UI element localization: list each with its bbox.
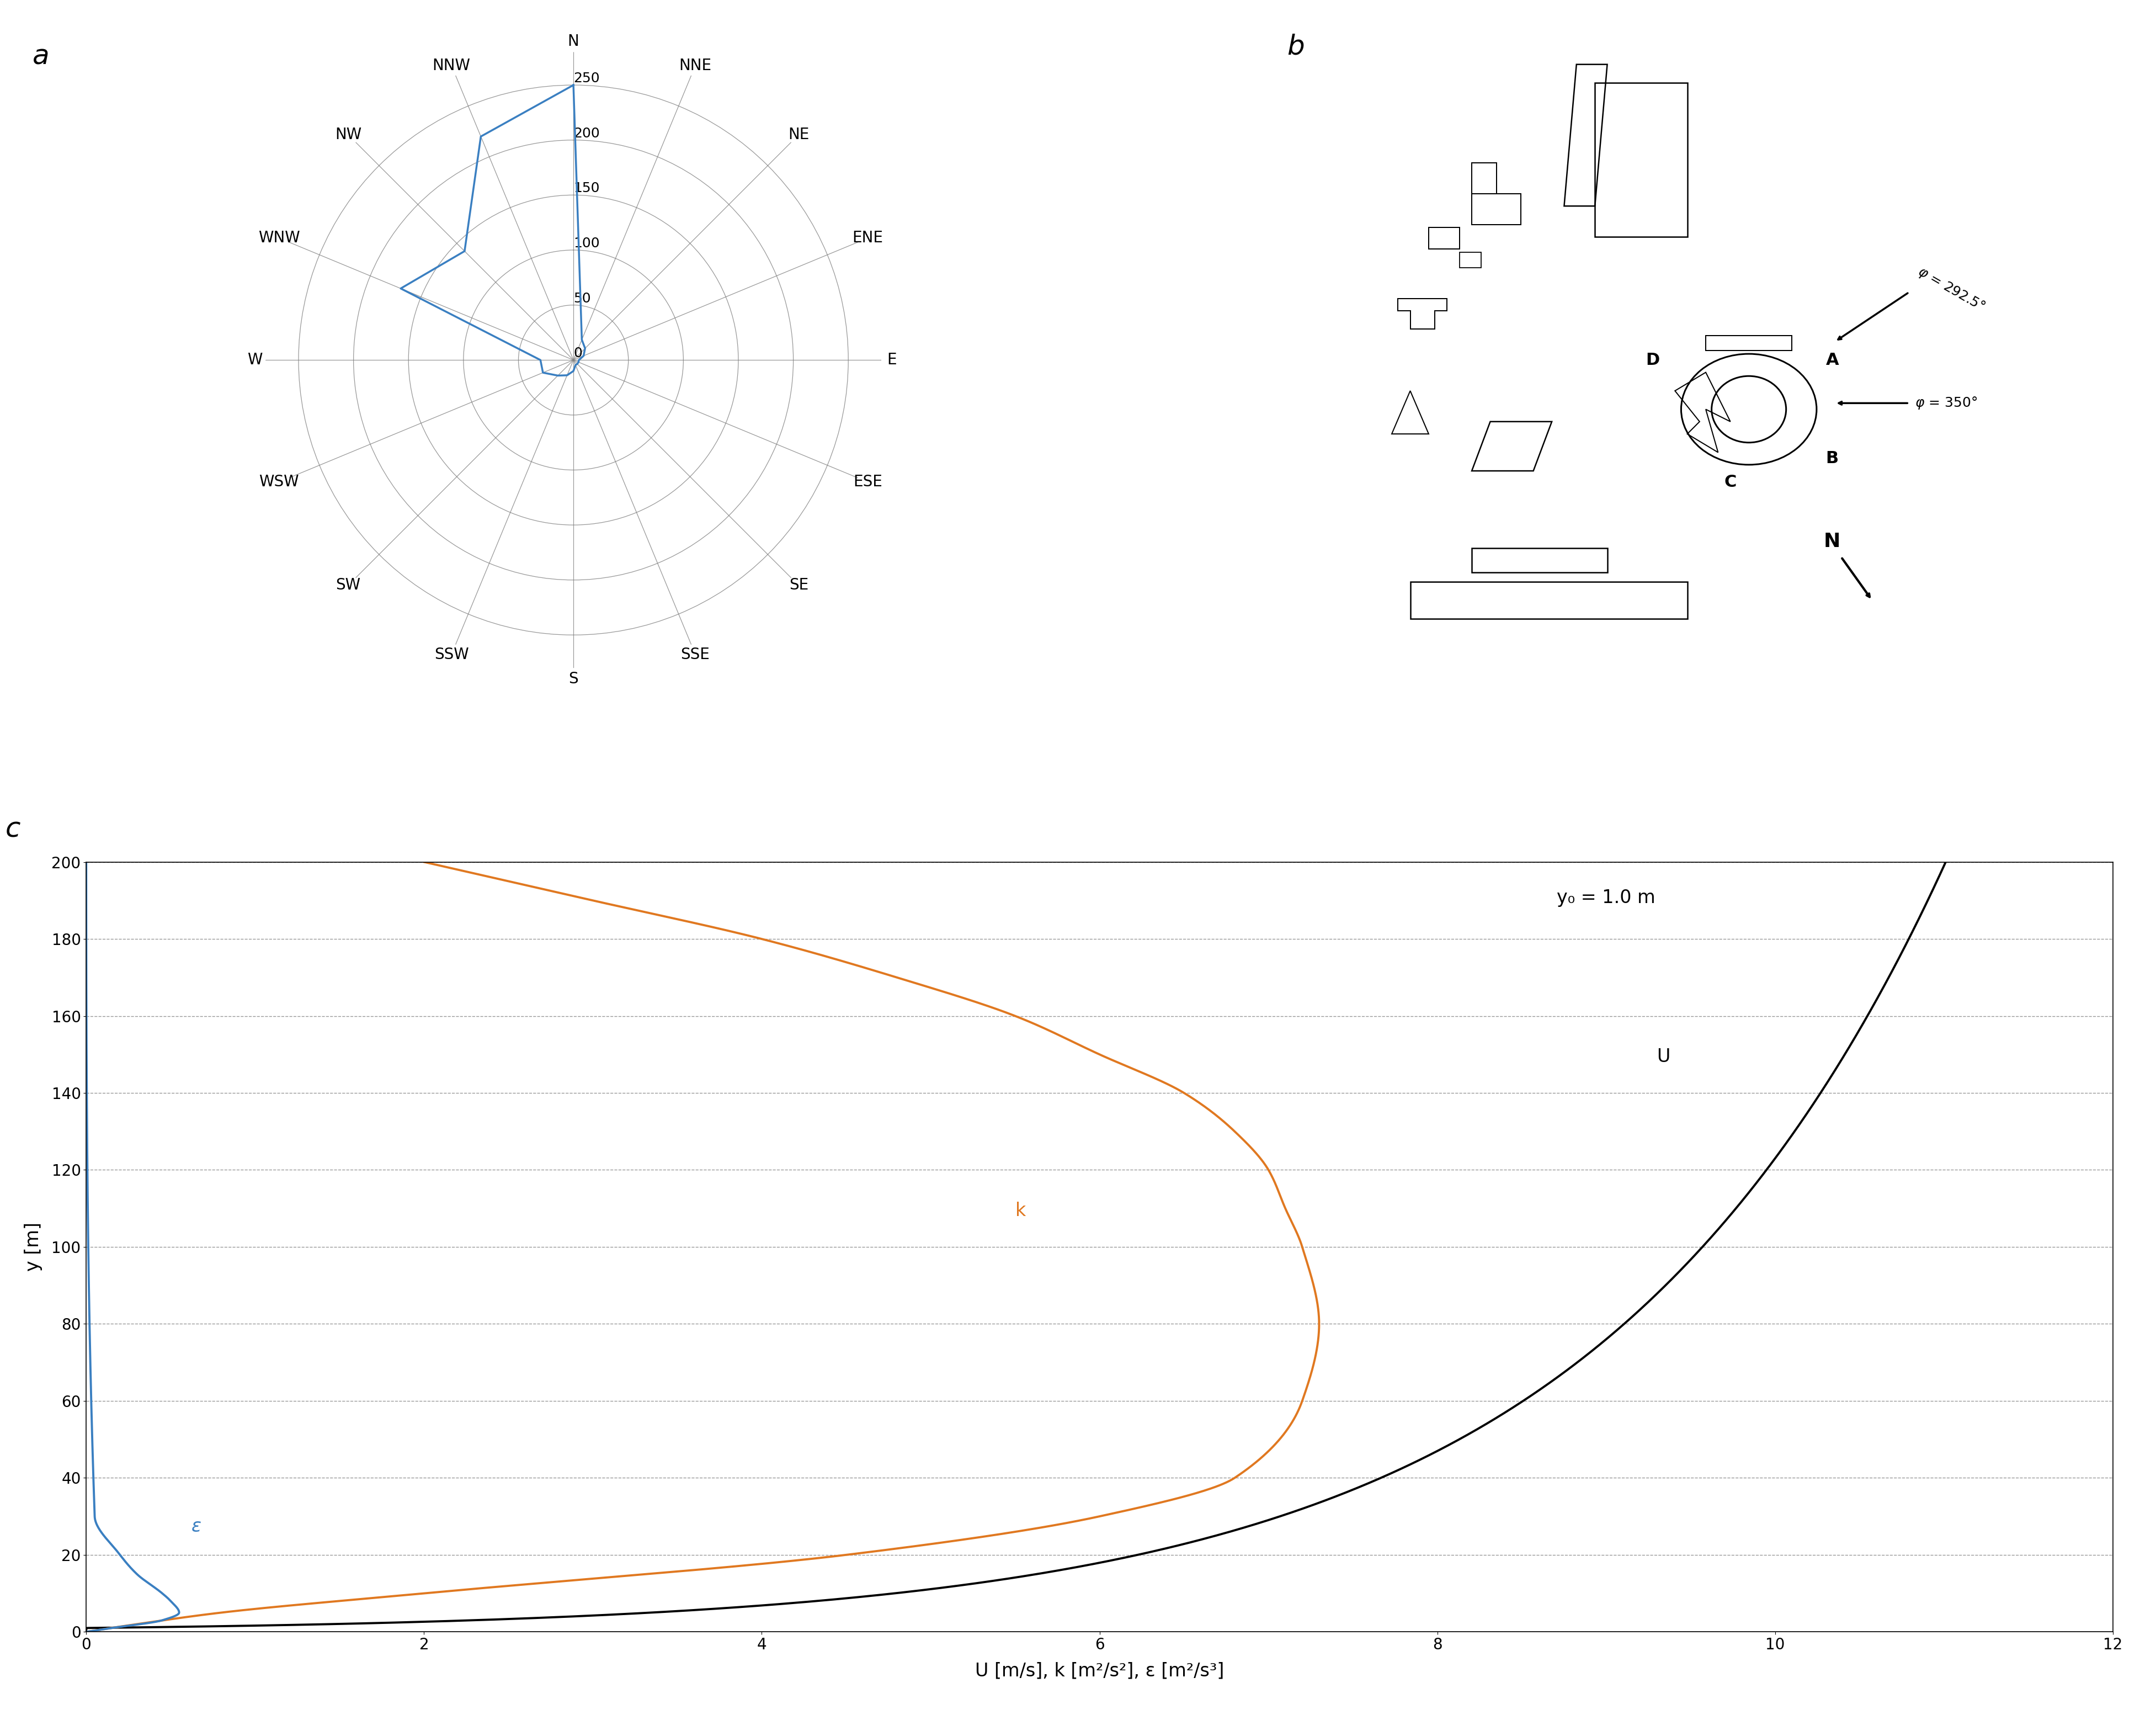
Text: B: B <box>1826 451 1839 467</box>
Wind direction frequency <box>468 127 494 148</box>
Wind direction frequency <box>561 75 586 95</box>
X-axis label: U [m/s], k [m²/s²], ε [m²/s³]: U [m/s], k [m²/s²], ε [m²/s³] <box>975 1661 1225 1680</box>
Wind direction frequency <box>528 349 554 370</box>
Text: $\varphi$ = 292.5°: $\varphi$ = 292.5° <box>1915 264 1988 314</box>
Bar <box>1429 227 1460 250</box>
Bar <box>1473 163 1496 194</box>
Text: U: U <box>1656 1049 1671 1066</box>
Text: c: c <box>4 816 19 842</box>
Wind direction frequency <box>565 352 591 373</box>
Bar <box>1473 194 1520 224</box>
Bar <box>1410 582 1688 618</box>
Wind direction frequency <box>545 365 571 385</box>
Wind direction frequency <box>388 278 414 299</box>
Text: $\varphi$ = 350°: $\varphi$ = 350° <box>1915 396 1977 411</box>
Text: N: N <box>1824 533 1841 550</box>
Bar <box>1473 549 1606 573</box>
Text: A: A <box>1826 352 1839 368</box>
Wind direction frequency <box>451 241 476 262</box>
Wind direction frequency <box>565 354 591 375</box>
Wind direction frequency <box>561 75 586 95</box>
Text: a: a <box>32 43 50 69</box>
Text: b: b <box>1287 33 1304 61</box>
Wind direction frequency <box>571 339 597 359</box>
Text: y₀ = 1.0 m: y₀ = 1.0 m <box>1557 889 1656 908</box>
Wind direction frequency <box>554 365 580 385</box>
Text: C: C <box>1725 474 1736 490</box>
Text: D: D <box>1645 352 1660 368</box>
Y-axis label: y [m]: y [m] <box>24 1222 43 1271</box>
Wind direction frequency <box>569 330 595 351</box>
Wind direction frequency <box>561 361 586 382</box>
Wind direction frequency <box>571 345 597 366</box>
Wind direction frequency <box>530 363 556 384</box>
Text: k: k <box>1015 1201 1026 1220</box>
Bar <box>1460 252 1481 267</box>
Wind direction frequency <box>567 349 593 370</box>
Wind direction frequency <box>563 354 589 375</box>
Bar <box>1595 83 1688 236</box>
Text: $\varepsilon$: $\varepsilon$ <box>192 1517 201 1536</box>
Bar <box>1705 335 1792 351</box>
Line: Wind direction frequency: Wind direction frequency <box>401 85 584 375</box>
